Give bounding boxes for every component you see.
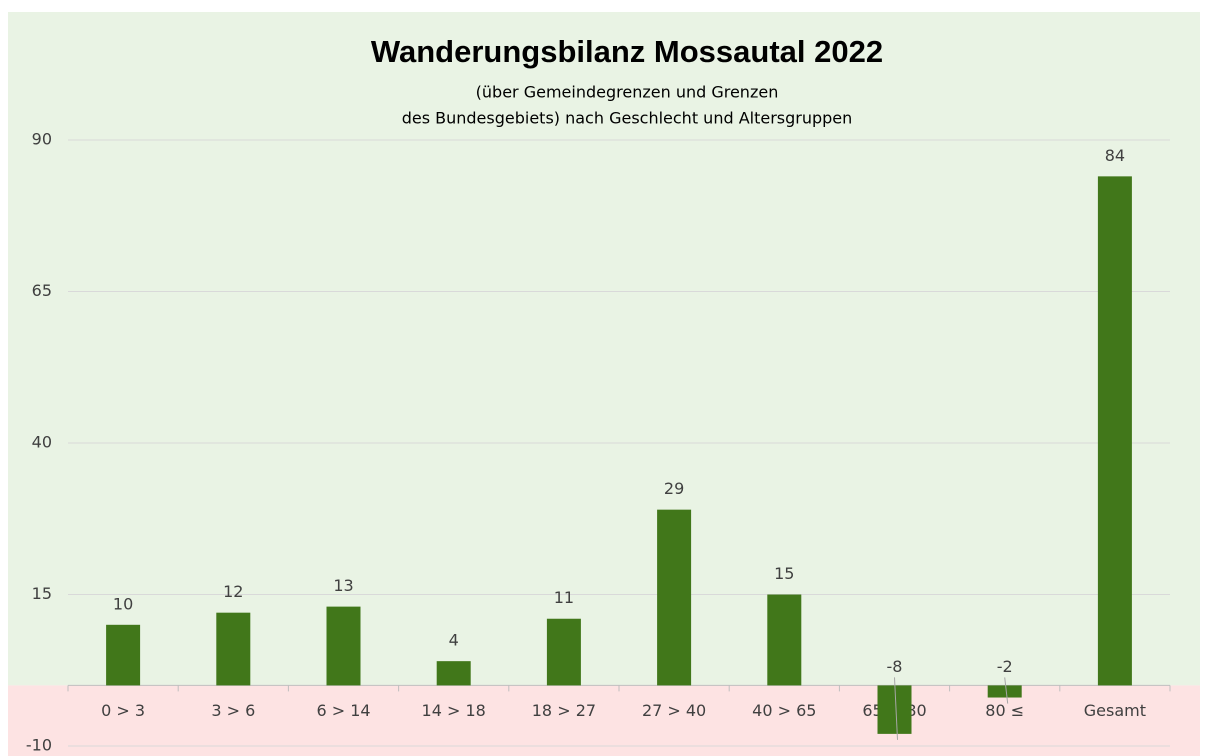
y-tick-label: 65	[32, 281, 52, 300]
bar	[546, 618, 581, 686]
bar	[877, 685, 912, 734]
bar	[216, 612, 251, 686]
chart-title: Wanderungsbilanz Mossautal 2022	[371, 34, 883, 69]
data-label: 84	[1105, 146, 1125, 165]
x-tick-label: 40 > 65	[752, 701, 816, 720]
data-label: 29	[664, 479, 684, 498]
data-label: 4	[449, 631, 459, 650]
bar	[436, 661, 471, 686]
chart-subtitle: des Bundesgebiets) nach Geschlecht und A…	[402, 109, 853, 128]
y-tick-label: 15	[32, 584, 52, 603]
y-tick-label: -10	[26, 736, 52, 755]
data-label: 10	[113, 594, 133, 613]
bar	[987, 685, 1022, 698]
x-tick-label: 6 > 14	[316, 701, 370, 720]
data-label: 12	[223, 582, 243, 601]
chart-subtitle: (über Gemeindegrenzen und Grenzen	[476, 83, 779, 102]
x-tick-label: 3 > 6	[211, 701, 255, 720]
y-tick-label: 90	[32, 130, 52, 149]
bar	[767, 594, 802, 686]
bar	[106, 624, 141, 686]
leader-line	[894, 677, 898, 740]
data-label: 15	[774, 564, 794, 583]
data-label: -2	[997, 657, 1013, 676]
bar	[326, 606, 361, 686]
x-tick-label: 27 > 40	[642, 701, 706, 720]
data-label: -8	[887, 657, 903, 676]
x-tick-label: 14 > 18	[422, 701, 486, 720]
bar	[1097, 176, 1132, 686]
bar	[657, 509, 692, 686]
x-tick-label: 80 ≤	[985, 701, 1024, 720]
x-tick-label: 0 > 3	[101, 701, 145, 720]
positive-area	[8, 12, 1200, 686]
y-tick-label: 40	[32, 433, 52, 452]
x-tick-label: Gesamt	[1084, 701, 1146, 720]
data-label: 11	[554, 588, 574, 607]
leader-line	[1004, 677, 1009, 704]
x-tick-label: 18 > 27	[532, 701, 596, 720]
data-label: 13	[333, 576, 353, 595]
